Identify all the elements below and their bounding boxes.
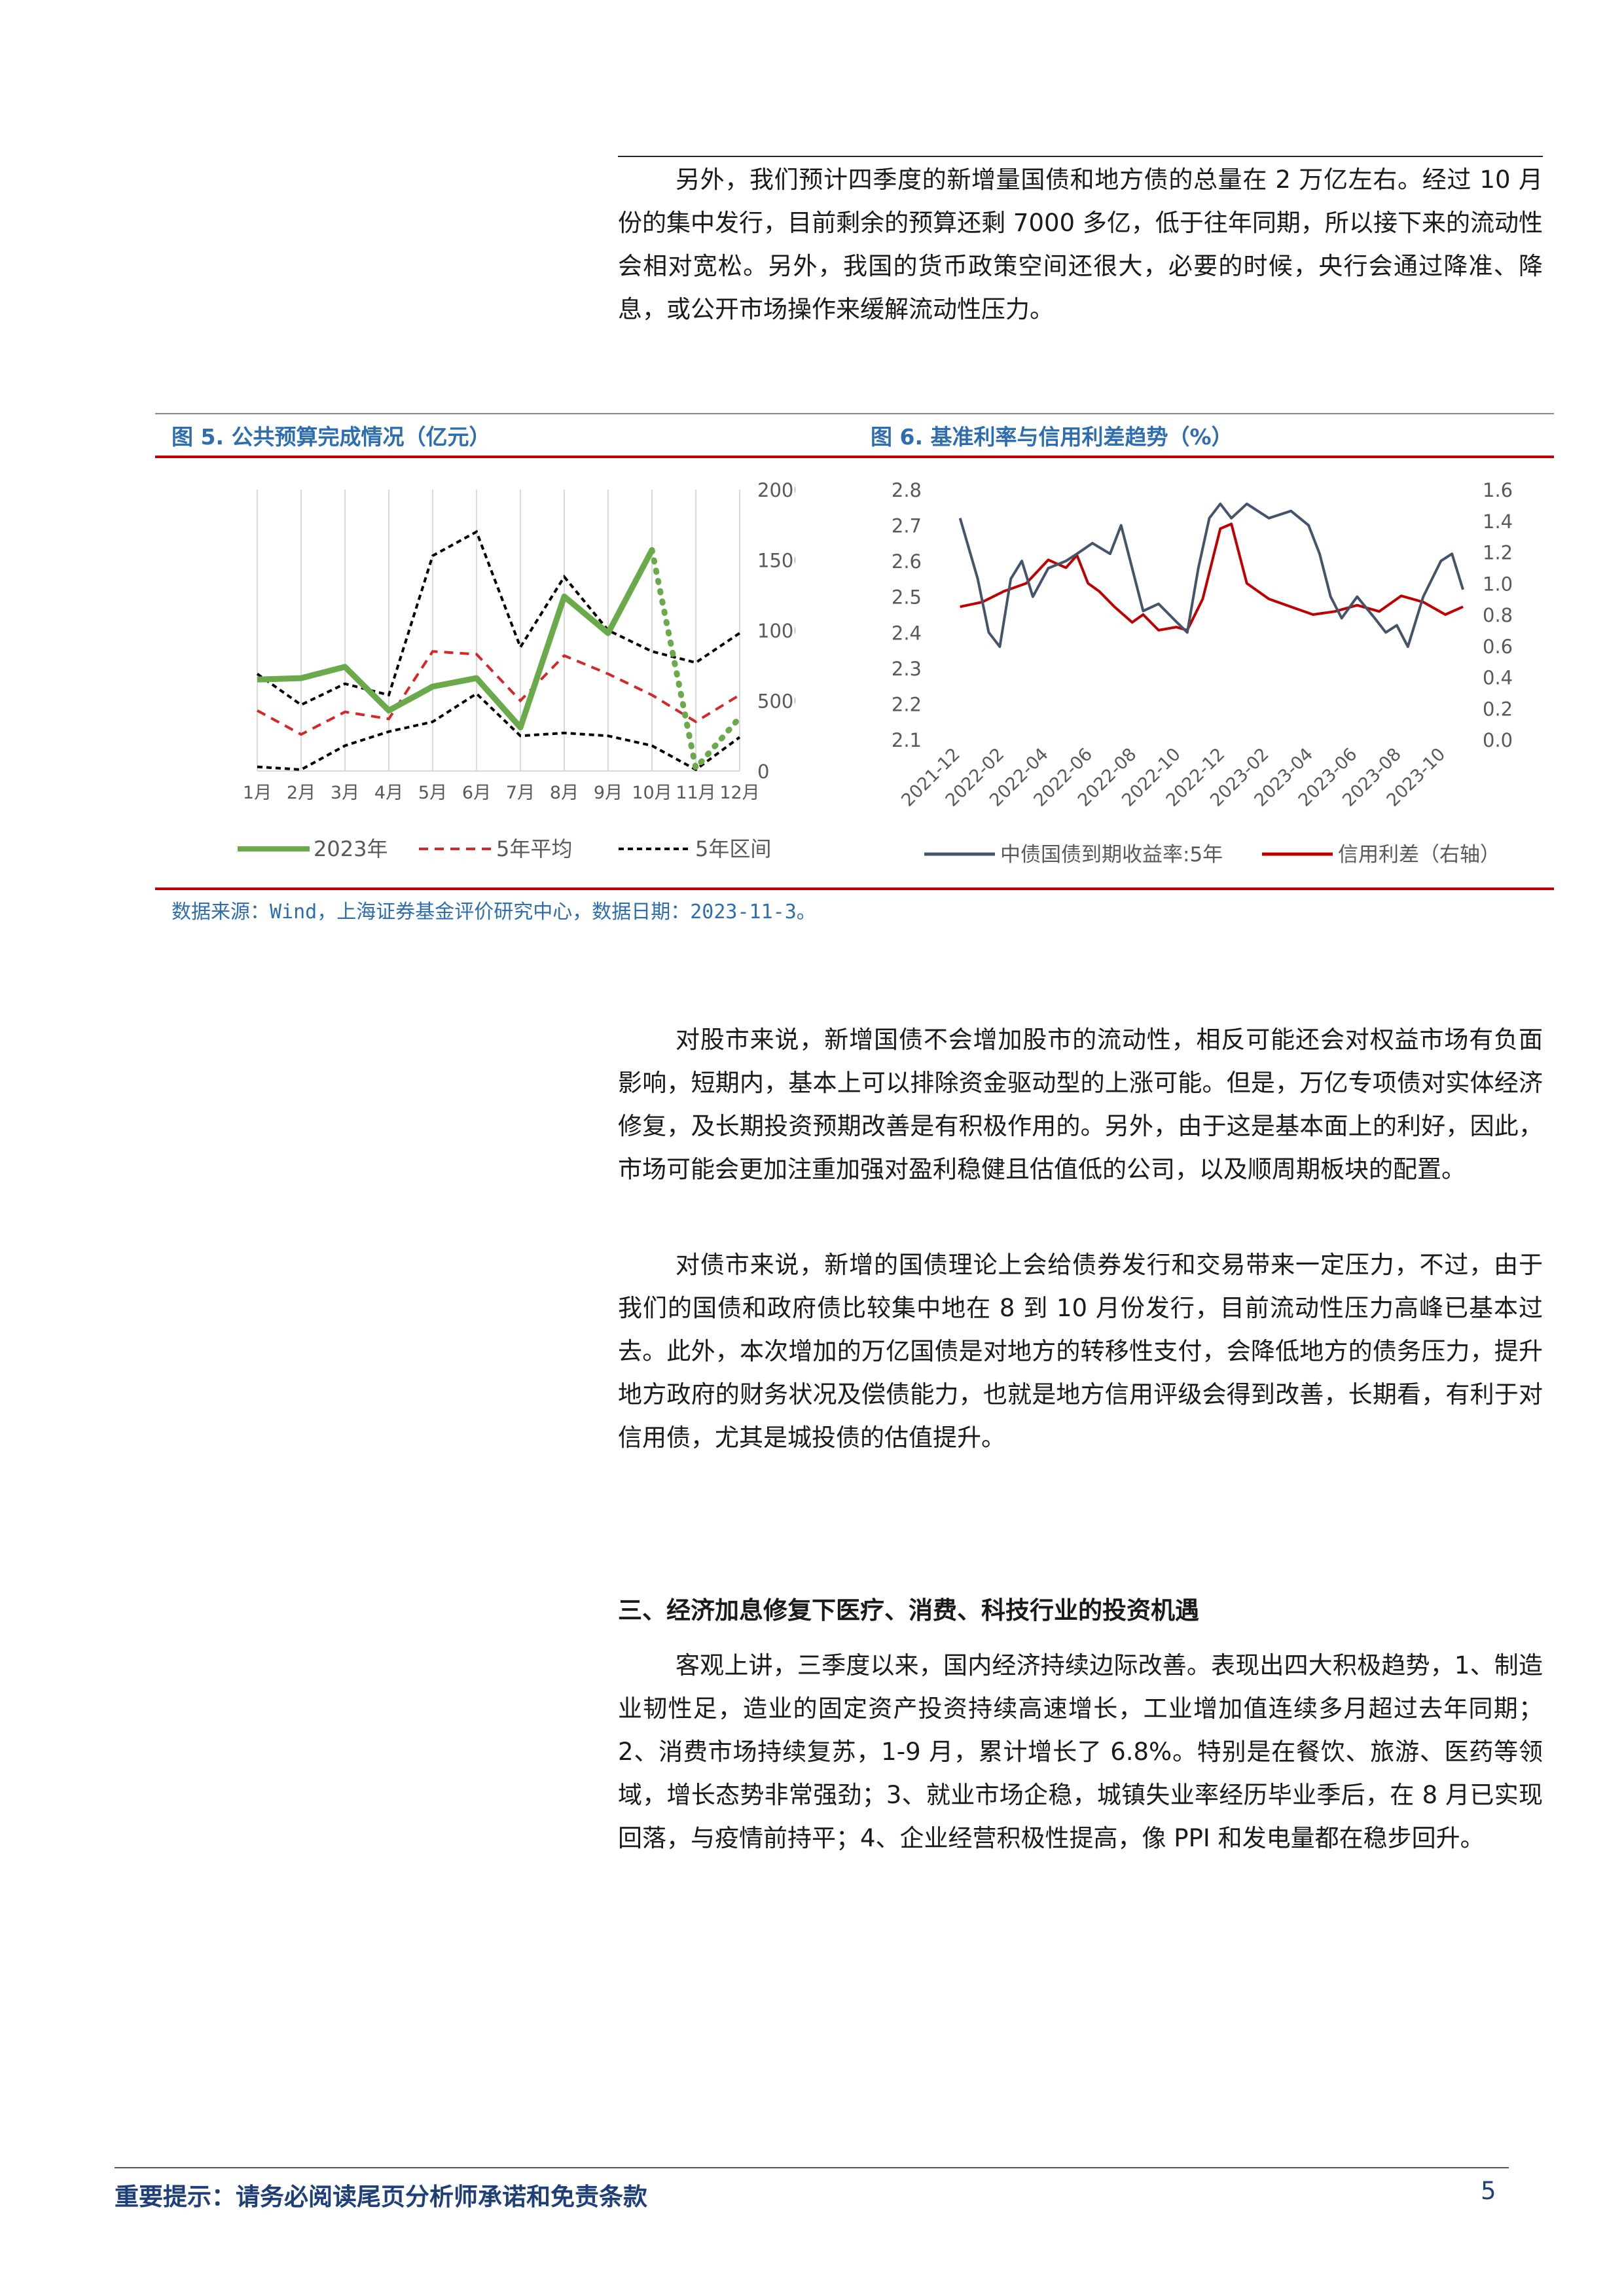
stock-text: 对股市来说，新增国债不会增加股市的流动性，相反可能还会对权益市场有负面影响，短期… bbox=[618, 1026, 1543, 1183]
avg-line bbox=[257, 650, 741, 736]
section3-heading: 三、经济加息修复下医疗、消费、科技行业的投资机遇 bbox=[618, 1596, 1199, 1624]
y-tick-label: 10000 bbox=[757, 620, 795, 642]
y-tick-label: 2.3 bbox=[892, 658, 922, 680]
y2-tick-label: 0.4 bbox=[1483, 667, 1513, 689]
y2-tick-label: 0.2 bbox=[1483, 698, 1513, 720]
footer-rule bbox=[115, 2167, 1509, 2168]
x-tick-label: 11月 bbox=[676, 783, 715, 803]
rate-spread-chart: 2.1 2.2 2.3 2.4 2.5 2.6 2.7 2.8 0.0 0.2 0.4 0.6 0.8… bbox=[892, 479, 1513, 867]
legend-2023-label: 2023年 bbox=[314, 836, 388, 861]
x-tick-label: 6月 bbox=[462, 783, 491, 803]
x-tick-label: 5月 bbox=[418, 783, 447, 803]
y2-tick-label: 1.2 bbox=[1483, 542, 1513, 564]
y2-tick-label: 1.6 bbox=[1483, 479, 1513, 501]
intro-paragraph: 另外，我们预计四季度的新增量国债和地方债的总量在 2 万亿左右。经过 10 月份… bbox=[618, 158, 1543, 331]
y-tick-label: 15000 bbox=[757, 550, 795, 572]
x-tick-label: 1月 bbox=[243, 783, 272, 803]
figure5-title: 图 5. 公共预算完成情况（亿元） bbox=[171, 424, 491, 450]
y2-tick-label: 0.8 bbox=[1483, 604, 1513, 626]
x-tick-label: 3月 bbox=[331, 783, 359, 803]
figure-top-rule bbox=[155, 413, 1554, 414]
y-tick-label: 0 bbox=[757, 761, 769, 783]
legend-yield-label: 中债国债到期收益率:5年 bbox=[1000, 843, 1223, 867]
economy-text: 客观上讲，三季度以来，国内经济持续边际改善。表现出四大积极趋势，1、制造业韧性足… bbox=[618, 1651, 1543, 1852]
y2-tick-label: 1.0 bbox=[1483, 573, 1513, 595]
yield-line bbox=[958, 502, 1464, 649]
y-tick-label: 2.6 bbox=[892, 550, 922, 573]
top-rule bbox=[618, 156, 1543, 157]
legend-avg-label: 5年平均 bbox=[496, 836, 572, 861]
x-tick-label: 2月 bbox=[287, 783, 316, 803]
y-tick-label: 2.1 bbox=[892, 729, 922, 751]
footer-note: 重要提示：请务必阅读尾页分析师承诺和免责条款 bbox=[115, 2183, 647, 2211]
spread-line bbox=[960, 522, 1464, 632]
x-tick-label: 9月 bbox=[594, 783, 623, 803]
bond-paragraph: 对债市来说，新增的国债理论上会给债券发行和交易带来一定压力，不过，由于我们的国债… bbox=[618, 1244, 1543, 1460]
range-upper-line bbox=[256, 529, 741, 707]
x-tick-label: 8月 bbox=[550, 783, 579, 803]
x-tick-label: 4月 bbox=[374, 783, 403, 803]
stock-paragraph: 对股市来说，新增国债不会增加股市的流动性，相反可能还会对权益市场有负面影响，短期… bbox=[618, 1018, 1543, 1191]
economy-paragraph: 客观上讲，三季度以来，国内经济持续边际改善。表现出四大积极趋势，1、制造业韧性足… bbox=[618, 1644, 1543, 1860]
y-tick-label: 5000 bbox=[757, 691, 795, 713]
series-2023-projection bbox=[649, 547, 743, 775]
x-tick-label: 12月 bbox=[719, 783, 759, 803]
series-2023-line bbox=[257, 548, 655, 730]
y2-tick-label: 1.4 bbox=[1483, 511, 1513, 533]
y-tick-label: 2.8 bbox=[892, 479, 922, 501]
y2-tick-label: 0.0 bbox=[1483, 729, 1513, 751]
y-tick-label: 20000 bbox=[757, 479, 795, 501]
bond-text: 对债市来说，新增的国债理论上会给债券发行和交易带来一定压力，不过，由于我们的国债… bbox=[618, 1251, 1543, 1452]
y-tick-label: 2.4 bbox=[892, 622, 922, 644]
y-tick-label: 2.2 bbox=[892, 693, 922, 715]
y2-tick-label: 0.6 bbox=[1483, 636, 1513, 658]
intro-text: 另外，我们预计四季度的新增量国债和地方债的总量在 2 万亿左右。经过 10 月份… bbox=[618, 166, 1543, 323]
page-number: 5 bbox=[1481, 2177, 1496, 2205]
legend-range-label: 5年区间 bbox=[695, 836, 771, 861]
y-tick-label: 2.5 bbox=[892, 586, 922, 609]
x-tick-label: 7月 bbox=[506, 783, 535, 803]
figure-title-rule bbox=[155, 456, 1554, 458]
legend-spread-label: 信用利差（右轴） bbox=[1338, 843, 1500, 867]
y-tick-label: 2.7 bbox=[892, 515, 922, 537]
figure-bottom-rule bbox=[155, 888, 1554, 890]
budget-chart: 0 5000 10000 15000 20000 1月 2月 3月 4月 5月 6月 7月 8月 9月 1… bbox=[238, 479, 795, 861]
figure6-title: 图 6. 基准利率与信用利差趋势（%） bbox=[871, 424, 1233, 450]
x-tick-label: 10月 bbox=[632, 783, 672, 803]
source-note: 数据来源：Wind，上海证券基金评价研究中心，数据日期：2023-11-3。 bbox=[171, 901, 816, 924]
range-lower-line bbox=[257, 692, 741, 772]
